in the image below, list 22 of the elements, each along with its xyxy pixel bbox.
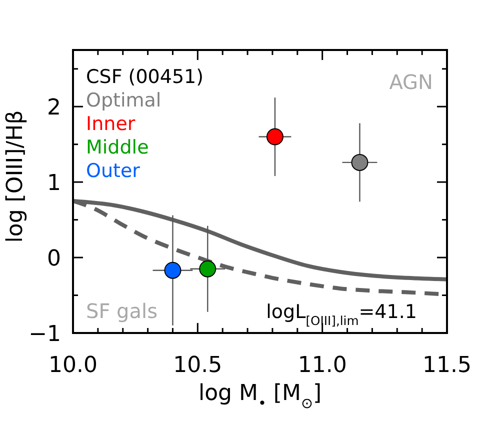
annotation: logL$_{[OIII],lim}$=41.1 (266, 301, 417, 328)
x-tick-label: 10.5 (173, 353, 222, 378)
x-axis-title: log M$_{•}$ [M$_{⊙}$] (198, 381, 322, 412)
point (199, 260, 216, 278)
text: Outer (86, 160, 140, 182)
point (164, 262, 182, 279)
annotation: SF gals (86, 299, 158, 323)
annotation: AGN (389, 70, 433, 94)
y-tick-label: 0 (47, 246, 61, 272)
x-tick-label: 11.5 (422, 353, 472, 378)
y-tick-label: 1 (47, 171, 61, 196)
x-tick-label: 10.0 (48, 353, 98, 378)
x-tick-label: 11.0 (298, 353, 347, 378)
text: Middle (86, 136, 149, 158)
y-tick-label: 2 (47, 96, 61, 121)
point (266, 128, 284, 146)
y-tick-label: −1 (28, 322, 61, 347)
text: Optimal (86, 90, 162, 112)
legend-title: CSF (00451) (86, 66, 204, 88)
point (351, 154, 368, 171)
text: Inner (86, 113, 136, 135)
y-axis-title: log [OIII]/Hβ (3, 110, 28, 243)
